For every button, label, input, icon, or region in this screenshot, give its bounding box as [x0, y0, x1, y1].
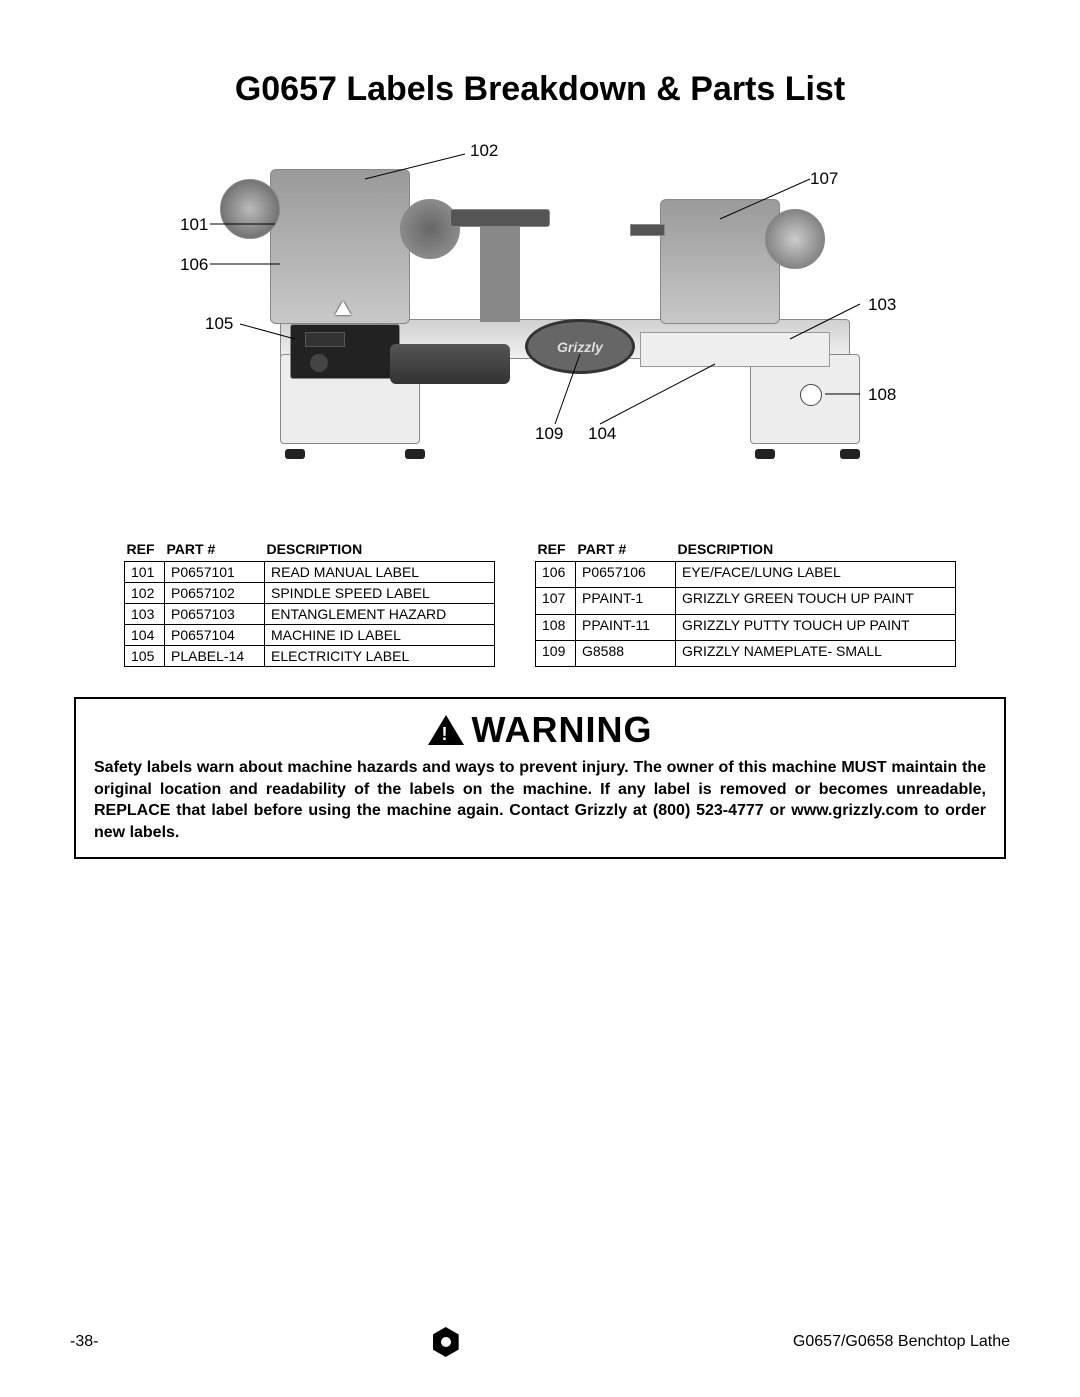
cell-desc: READ MANUAL LABEL — [265, 562, 495, 583]
table-row: 104P0657104MACHINE ID LABEL — [125, 625, 495, 646]
table-row: 108PPAINT-11GRIZZLY PUTTY TOUCH UP PAINT — [536, 614, 956, 640]
cell-ref: 106 — [536, 562, 576, 588]
table-row: 107PPAINT-1GRIZZLY GREEN TOUCH UP PAINT — [536, 588, 956, 614]
callout-101: 101 — [180, 215, 208, 235]
cell-desc: GRIZZLY NAMEPLATE- SMALL — [676, 640, 956, 666]
callout-107: 107 — [810, 169, 838, 189]
warning-box: WARNING Safety labels warn about machine… — [74, 697, 1006, 859]
cell-part: PPAINT-11 — [576, 614, 676, 640]
col-ref: REF — [536, 539, 576, 562]
cell-ref: 104 — [125, 625, 165, 646]
cell-ref: 103 — [125, 604, 165, 625]
warning-heading-text: WARNING — [472, 709, 653, 751]
cell-ref: 108 — [536, 614, 576, 640]
callout-104: 104 — [588, 424, 616, 444]
table-row: 102P0657102SPINDLE SPEED LABEL — [125, 583, 495, 604]
col-part: PART # — [165, 539, 265, 562]
warning-body: Safety labels warn about machine hazards… — [94, 757, 986, 843]
page-footer: -38- G0657/G0658 Benchtop Lathe — [70, 1327, 1010, 1357]
cell-part: P0657106 — [576, 562, 676, 588]
table-row: 101P0657101READ MANUAL LABEL — [125, 562, 495, 583]
callout-105: 105 — [205, 314, 233, 334]
cell-part: P0657102 — [165, 583, 265, 604]
cell-ref: 105 — [125, 646, 165, 667]
warning-heading: WARNING — [94, 709, 986, 751]
cell-ref: 101 — [125, 562, 165, 583]
col-ref: REF — [125, 539, 165, 562]
callout-103: 103 — [868, 295, 896, 315]
col-part: PART # — [576, 539, 676, 562]
cell-desc: SPINDLE SPEED LABEL — [265, 583, 495, 604]
col-desc: DESCRIPTION — [265, 539, 495, 562]
cell-ref: 109 — [536, 640, 576, 666]
col-desc: DESCRIPTION — [676, 539, 956, 562]
cell-desc: ENTANGLEMENT HAZARD — [265, 604, 495, 625]
cell-desc: GRIZZLY PUTTY TOUCH UP PAINT — [676, 614, 956, 640]
warning-triangle-icon — [428, 715, 464, 745]
page-number: -38- — [70, 1333, 98, 1351]
table-row: 109G8588GRIZZLY NAMEPLATE- SMALL — [536, 640, 956, 666]
cell-desc: MACHINE ID LABEL — [265, 625, 495, 646]
cell-part: PPAINT-1 — [576, 588, 676, 614]
cell-ref: 107 — [536, 588, 576, 614]
cell-part: P0657104 — [165, 625, 265, 646]
callout-106: 106 — [180, 255, 208, 275]
cell-desc: EYE/FACE/LUNG LABEL — [676, 562, 956, 588]
doc-title: G0657/G0658 Benchtop Lathe — [793, 1333, 1010, 1351]
parts-tables: REF PART # DESCRIPTION 101P0657101READ M… — [80, 539, 1000, 667]
cell-ref: 102 — [125, 583, 165, 604]
table-row: 106P0657106EYE/FACE/LUNG LABEL — [536, 562, 956, 588]
parts-table-right: REF PART # DESCRIPTION 106P0657106EYE/FA… — [535, 539, 956, 667]
cell-part: G8588 — [576, 640, 676, 666]
table-row: 103P0657103ENTANGLEMENT HAZARD — [125, 604, 495, 625]
cell-desc: GRIZZLY GREEN TOUCH UP PAINT — [676, 588, 956, 614]
leader-lines — [160, 129, 920, 509]
cell-desc: ELECTRICITY LABEL — [265, 646, 495, 667]
parts-table-left: REF PART # DESCRIPTION 101P0657101READ M… — [124, 539, 495, 667]
callout-108: 108 — [868, 385, 896, 405]
cell-part: P0657101 — [165, 562, 265, 583]
exploded-diagram: Grizzly 101 106 105 102 107 103 108 109 … — [160, 129, 920, 509]
page-title: G0657 Labels Breakdown & Parts List — [70, 70, 1010, 109]
cell-part: PLABEL-14 — [165, 646, 265, 667]
callout-102: 102 — [470, 141, 498, 161]
cell-part: P0657103 — [165, 604, 265, 625]
table-row: 105PLABEL-14ELECTRICITY LABEL — [125, 646, 495, 667]
callout-109: 109 — [535, 424, 563, 444]
grizzly-logo-icon — [433, 1327, 459, 1357]
